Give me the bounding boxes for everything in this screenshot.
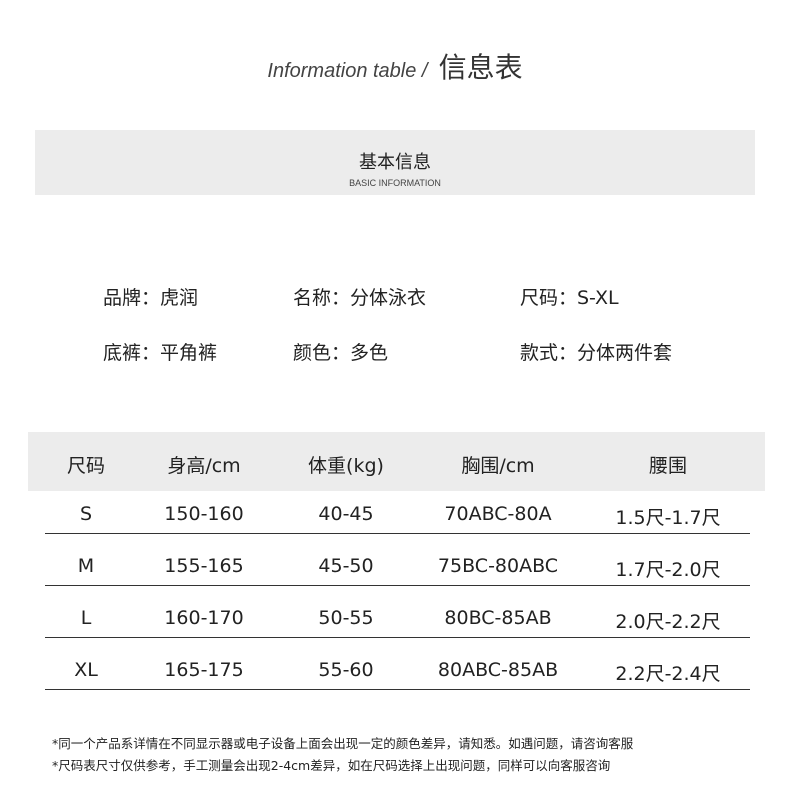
info-brand: 品牌：虎润 xyxy=(103,287,199,309)
section-title-en: BASIC INFORMATION xyxy=(349,178,441,188)
table-cell: S xyxy=(79,503,93,525)
table-cell: 80BC-85AB xyxy=(444,607,552,629)
row-divider xyxy=(45,585,750,586)
row-divider xyxy=(45,689,750,690)
table-cell: 45-50 xyxy=(318,555,374,577)
note-color: *同一个产品系详情在不同显示器或电子设备上面会出现一定的颜色差异，请知悉。如遇问… xyxy=(52,736,634,751)
table-cell: 70ABC-80A xyxy=(444,503,552,525)
section-header: 基本信息 BASIC INFORMATION xyxy=(35,130,755,195)
info-name: 名称：分体泳衣 xyxy=(293,287,427,309)
info-bottom: 底裤：平角裤 xyxy=(103,342,218,364)
title-en: Information table / xyxy=(267,60,428,82)
table-cell: 160-170 xyxy=(164,607,244,629)
table-header-cell: 腰围 xyxy=(648,455,688,477)
info-color: 颜色：多色 xyxy=(293,342,389,364)
row-divider xyxy=(45,637,750,638)
table-cell: 2.2尺-2.4尺 xyxy=(615,663,721,685)
note-size: *尺码表尺寸仅供参考，手工测量会出现2-4cm差异，如在尺码选择上出现问题，同样… xyxy=(52,758,611,773)
section-title-zh: 基本信息 xyxy=(359,152,431,173)
table-cell: L xyxy=(80,607,92,629)
info-size: 尺码：S-XL xyxy=(520,287,619,309)
table-cell: 165-175 xyxy=(164,659,244,681)
table-header-cell: 胸围/cm xyxy=(461,455,535,477)
table-cell: 55-60 xyxy=(318,659,374,681)
table-cell: 80ABC-85AB xyxy=(437,659,559,681)
table-cell: 1.5尺-1.7尺 xyxy=(615,507,721,529)
table-cell: M xyxy=(77,555,95,577)
size-table-header xyxy=(28,432,765,491)
table-header-cell: 体重(kg) xyxy=(308,455,384,477)
page-title: Information table / 信息表 xyxy=(0,46,790,86)
table-cell: 50-55 xyxy=(318,607,374,629)
row-divider xyxy=(45,533,750,534)
table-cell: 150-160 xyxy=(164,503,244,525)
table-cell: 1.7尺-2.0尺 xyxy=(615,559,721,581)
table-header-cell: 身高/cm xyxy=(167,455,241,477)
table-cell: 2.0尺-2.2尺 xyxy=(615,611,721,633)
info-style: 款式：分体两件套 xyxy=(520,342,673,364)
table-header-cell: 尺码 xyxy=(66,455,106,477)
table-cell: 155-165 xyxy=(164,555,244,577)
table-cell: XL xyxy=(74,659,98,681)
title-zh: 信息表 xyxy=(438,51,523,84)
table-cell: 75BC-80ABC xyxy=(437,555,559,577)
table-cell: 40-45 xyxy=(318,503,374,525)
